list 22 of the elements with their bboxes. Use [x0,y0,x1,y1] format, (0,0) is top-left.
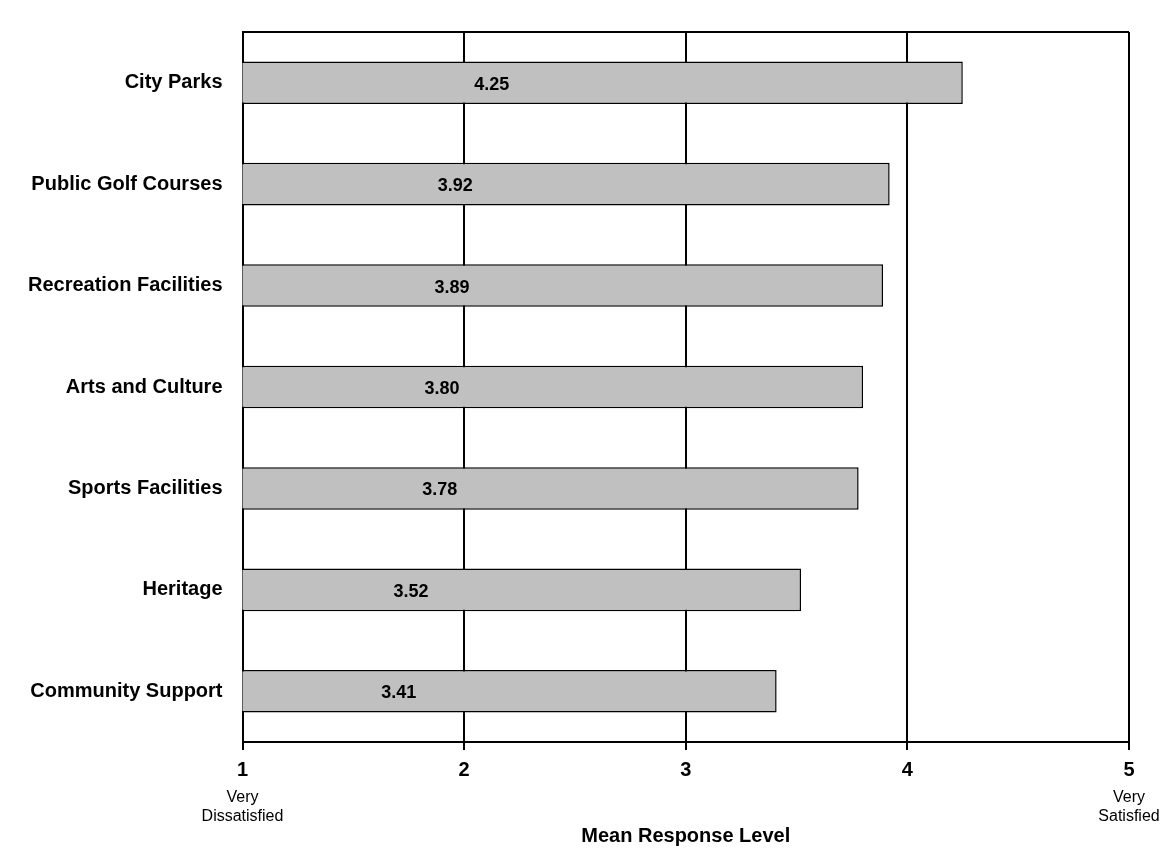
x-tick-label: 1 [236,757,249,780]
y-tick-label: Sports Facilities [68,475,223,498]
y-tick-label: Community Support [30,678,223,701]
x-tick-label: 3 [680,757,692,780]
x-axis-title: Mean Response Level [581,823,791,846]
data-label: 3.52 [393,580,429,601]
x-tick-label: 5 [1123,757,1135,780]
data-label: 3.78 [422,479,458,500]
data-label: 4.25 [474,73,510,94]
data-label: 3.89 [434,276,470,297]
data-label: 3.41 [381,682,417,703]
y-tick-label: Arts and Culture [65,374,223,397]
data-label: 3.92 [437,175,473,196]
data-label: 3.80 [424,377,460,398]
text: Very Dissatisfied [201,788,284,825]
y-tick-label: Public Golf Courses [31,171,223,194]
x-tick-label: 4 [901,757,914,780]
text: Very Satisfied [1098,788,1160,825]
y-tick-label: Heritage [142,577,223,600]
x-tick-label: 2 [458,757,470,780]
y-tick-label: City Parks [124,70,223,93]
y-tick-label: Recreation Facilities [27,273,223,296]
